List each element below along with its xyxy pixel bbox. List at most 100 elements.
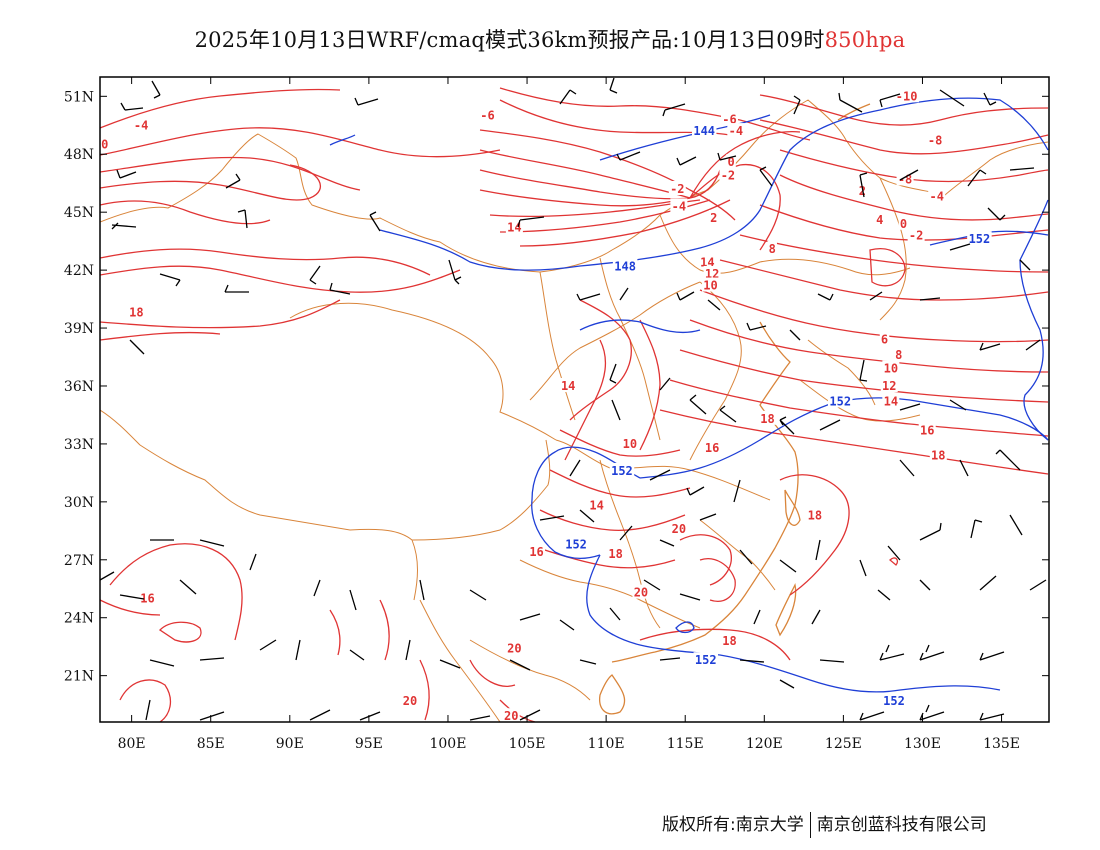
temperature-label-bg	[698, 254, 716, 269]
geopotential-label-bg	[612, 258, 638, 273]
temperature-label: -4	[672, 199, 686, 213]
temperature-label: -10	[896, 89, 918, 103]
title-level: 850hpa	[824, 28, 906, 52]
geopotential-label: 152	[695, 653, 717, 667]
temperature-label-bg	[880, 377, 898, 392]
geopotential-label-bg	[967, 231, 992, 246]
temperature-label-bg	[401, 692, 419, 707]
geopotential-label-bg	[691, 123, 717, 138]
temperature-label-bg	[621, 435, 639, 450]
temperature-label-bg	[882, 360, 900, 375]
temperature-label-bg	[607, 545, 625, 560]
temperature-label: 8	[895, 348, 902, 362]
temperature-label: 20	[504, 709, 518, 723]
temperature-label: 18	[760, 412, 774, 426]
temperature-label-bg	[703, 265, 721, 280]
plot-frame	[99, 76, 1050, 723]
temperature-label: 16	[920, 423, 934, 437]
temperature-label-bg	[670, 198, 688, 213]
x-tick-label: 80E	[118, 736, 146, 752]
temperature-label: -2	[670, 182, 684, 196]
temperature-label: -4	[929, 190, 943, 204]
geopotential-label: 144	[693, 124, 715, 138]
y-tick-label: 42N	[64, 263, 94, 279]
temperature-label: -2	[721, 168, 735, 182]
temperature-label-bg	[907, 227, 925, 242]
temperature-label-bg	[875, 211, 885, 226]
temperature-contours	[100, 87, 1049, 722]
temperature-label: 16	[705, 441, 719, 455]
temperature-label-bg	[588, 497, 606, 512]
geopotential-label-bg	[609, 462, 635, 477]
copyright-separator	[809, 812, 811, 838]
temperature-label-bg	[99, 136, 110, 151]
temperature-label: -8	[928, 134, 942, 148]
temperature-label-bg	[708, 209, 719, 224]
temperature-label-bg	[758, 410, 776, 425]
y-tick-label: 45N	[64, 205, 94, 221]
temperature-label: 10	[884, 362, 898, 376]
temperature-label-bg	[898, 215, 909, 230]
temperature-label-bg	[479, 107, 497, 122]
coastline	[599, 103, 871, 715]
temperature-label: 14	[884, 394, 898, 408]
temperature-label-bg	[767, 240, 777, 255]
geopotential-label-bg	[827, 393, 853, 408]
temperature-label-bg	[882, 393, 900, 408]
x-tick-label: 130E	[904, 736, 941, 752]
temperature-label-bg	[879, 331, 890, 346]
geopotential-label: 148	[614, 259, 636, 273]
temperature-label: 18	[608, 547, 622, 561]
copyright: 版权所有:南京大学 南京创蓝科技有限公司	[662, 810, 987, 838]
temperature-label: 20	[634, 586, 648, 600]
temperature-label: -6	[480, 109, 494, 123]
temperature-label-bg	[505, 640, 523, 655]
temperature-label-bg	[127, 304, 145, 319]
copyright-left: 版权所有:南京大学	[662, 815, 804, 835]
temperature-label-bg	[132, 117, 150, 132]
temperature-label-bg	[893, 347, 904, 362]
copyright-right: 南京创蓝科技有限公司	[816, 815, 987, 835]
temperature-label: 18	[808, 508, 822, 522]
temperature-label-bg	[670, 520, 688, 535]
y-tick-label: 30N	[64, 495, 94, 511]
geopotential-label: 152	[565, 537, 587, 551]
temperature-label: 14	[700, 255, 714, 269]
temperature-label-bg	[894, 88, 919, 103]
geopotential-label: 152	[611, 464, 633, 478]
temperature-label: 4	[876, 213, 883, 227]
country-borders	[100, 99, 1049, 722]
wind-barbs	[99, 77, 1047, 721]
y-tick-label: 51N	[64, 89, 94, 105]
temperature-label: 6	[881, 333, 888, 347]
y-axis: 51N 48N 45N 42N 39N 36N 33N 30N 27N 24N 21N	[64, 89, 1049, 685]
temperature-label: 12	[882, 379, 896, 393]
temperature-label-bg	[721, 111, 739, 126]
temperature-label: 16	[140, 591, 154, 605]
temperature-label-bg	[727, 123, 745, 138]
temperature-label: -4	[729, 124, 743, 138]
x-tick-label: 135E	[983, 736, 1020, 752]
temperature-label: 14	[507, 221, 521, 235]
temperature-label-bg	[138, 590, 156, 605]
temperature-label: 20	[672, 522, 686, 536]
temperature-label: 2	[710, 211, 717, 225]
x-tick-label: 105E	[509, 736, 546, 752]
temperature-label: 20	[507, 642, 521, 656]
temperature-label: 0	[900, 217, 907, 231]
temperature-label-bg	[559, 377, 577, 392]
title-main: 2025年10月13日WRF/cmaq模式36km预报产品:10月13日09时	[194, 28, 825, 52]
y-tick-label: 33N	[64, 437, 94, 453]
x-tick-label: 95E	[355, 736, 383, 752]
temperature-label-bg	[928, 188, 946, 203]
geopotential-contours	[329, 97, 1049, 693]
map-title: 2025年10月13日WRF/cmaq模式36km预报产品:10月13日09时8…	[0, 24, 1100, 54]
temperature-label: 10	[703, 279, 717, 293]
x-tick-label: 90E	[276, 736, 304, 752]
temperature-label-bg	[721, 632, 739, 647]
geopotential-label-bg	[563, 536, 589, 551]
y-tick-label: 39N	[64, 321, 94, 337]
x-tick-label: 120E	[746, 736, 783, 752]
